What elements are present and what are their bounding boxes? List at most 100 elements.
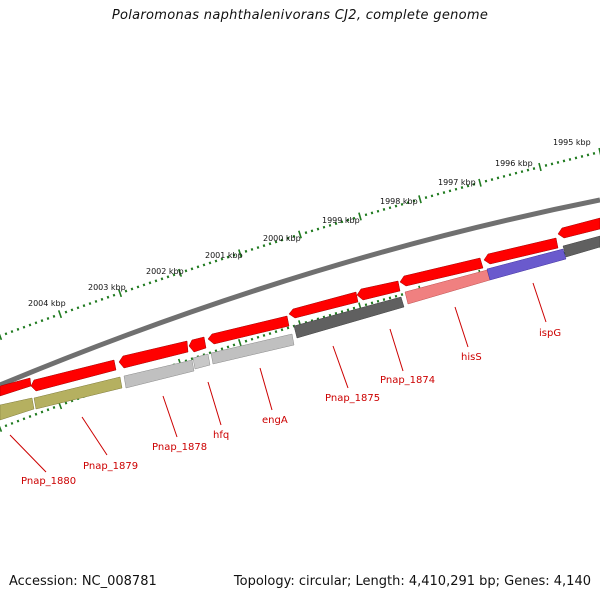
- minor-tick: [220, 257, 224, 261]
- minor-tick: [52, 314, 56, 318]
- minor-tick: [382, 298, 386, 301]
- minor-tick: [244, 249, 248, 253]
- minor-tick: [160, 277, 164, 281]
- gene-pnap-1880-block[interactable]: [0, 397, 35, 421]
- major-tick: [238, 249, 242, 258]
- forward-gene[interactable]: [188, 336, 207, 353]
- minor-tick: [496, 176, 500, 180]
- minor-tick: [4, 424, 8, 428]
- minor-tick: [76, 306, 80, 310]
- gene-label-hfq[interactable]: hfq: [213, 430, 229, 441]
- gene-hfq-block[interactable]: [192, 353, 211, 370]
- minor-tick: [400, 202, 404, 206]
- gene-label-enga[interactable]: engA: [262, 415, 288, 426]
- minor-tick: [94, 299, 98, 303]
- minor-tick: [550, 162, 554, 166]
- forward-gene[interactable]: [118, 340, 189, 369]
- gene-pnap-1878-block[interactable]: [123, 359, 195, 389]
- minor-tick: [274, 240, 278, 244]
- minor-tick: [376, 299, 380, 303]
- minor-tick: [208, 261, 212, 265]
- minor-tick: [256, 335, 260, 339]
- minor-tick: [316, 227, 320, 231]
- minor-tick: [16, 327, 20, 331]
- gene-ispg-block[interactable]: [486, 248, 567, 281]
- forward-gene[interactable]: [399, 257, 484, 287]
- forward-gene[interactable]: [30, 359, 117, 392]
- major-tick: [0, 425, 3, 432]
- gene-label-pnap-1880[interactable]: Pnap_1880: [21, 476, 76, 487]
- minor-tick: [394, 294, 398, 298]
- label-line-pnap-1875: [332, 345, 349, 389]
- minor-tick: [112, 293, 116, 297]
- scale-label: 2002 kbp: [146, 267, 184, 276]
- minor-tick: [424, 196, 428, 199]
- minor-tick: [130, 287, 134, 291]
- minor-tick: [172, 273, 176, 277]
- minor-tick: [64, 310, 68, 314]
- minor-tick: [142, 283, 146, 287]
- gene-label-pnap-1875[interactable]: Pnap_1875: [325, 393, 380, 404]
- gene-label-pnap-1874[interactable]: Pnap_1874: [380, 375, 435, 386]
- major-tick: [598, 147, 600, 156]
- minor-tick: [388, 296, 392, 300]
- minor-tick: [484, 179, 488, 183]
- minor-tick: [190, 357, 194, 361]
- minor-tick: [40, 319, 44, 323]
- forward-gene[interactable]: [288, 291, 359, 319]
- minor-tick: [10, 421, 14, 425]
- minor-tick: [268, 242, 272, 246]
- minor-tick: [34, 412, 38, 416]
- minor-tick: [28, 415, 32, 418]
- minor-tick: [340, 310, 344, 314]
- gene-enga-block[interactable]: [210, 333, 295, 365]
- forward-gene[interactable]: [207, 315, 290, 345]
- major-tick: [418, 195, 422, 204]
- minor-tick: [364, 303, 368, 307]
- minor-tick: [334, 312, 338, 315]
- minor-tick: [184, 269, 188, 273]
- gene-label-ispg[interactable]: ispG: [539, 328, 561, 339]
- minor-tick: [190, 267, 194, 271]
- minor-tick: [388, 206, 392, 210]
- gene-pnap-1879-block[interactable]: [33, 376, 123, 410]
- map-title: Polaromonas naphthalenivorans CJ2, compl…: [111, 8, 489, 23]
- minor-tick: [226, 345, 230, 349]
- minor-tick: [394, 204, 398, 208]
- minor-tick: [268, 332, 272, 336]
- scale-label: 2004 kbp: [28, 299, 66, 308]
- minor-tick: [568, 157, 572, 161]
- minor-tick: [262, 333, 266, 337]
- minor-tick: [154, 279, 158, 283]
- minor-tick: [46, 317, 50, 320]
- forward-gene[interactable]: [557, 217, 600, 239]
- minor-tick: [364, 213, 368, 217]
- minor-tick: [274, 330, 278, 334]
- minor-tick: [22, 325, 26, 329]
- minor-tick: [4, 332, 8, 336]
- minor-tick: [220, 347, 224, 351]
- minor-tick: [436, 192, 440, 196]
- gene-label-pnap-1879[interactable]: Pnap_1879: [83, 461, 138, 472]
- minor-tick: [100, 297, 104, 301]
- minor-tick: [340, 220, 344, 224]
- forward-genes: [0, 217, 600, 397]
- forward-gene[interactable]: [356, 280, 401, 301]
- minor-tick: [406, 201, 410, 205]
- gene-label-hiss[interactable]: hisS: [461, 352, 482, 363]
- forward-gene[interactable]: [483, 237, 559, 265]
- minor-tick: [286, 236, 290, 240]
- major-tick: [238, 338, 242, 348]
- gene-reverse-block[interactable]: [562, 235, 600, 258]
- scale-label: 2000 kbp: [263, 234, 301, 243]
- minor-tick: [460, 186, 464, 189]
- minor-tick: [232, 253, 236, 257]
- minor-tick: [280, 328, 284, 332]
- minor-tick: [430, 194, 434, 198]
- minor-tick: [256, 246, 260, 250]
- minor-tick: [472, 182, 476, 186]
- minor-tick: [328, 223, 332, 227]
- gene-label-pnap-1878[interactable]: Pnap_1878: [152, 442, 207, 453]
- minor-tick: [208, 351, 212, 355]
- gene-pnap-1875-block[interactable]: [293, 296, 405, 339]
